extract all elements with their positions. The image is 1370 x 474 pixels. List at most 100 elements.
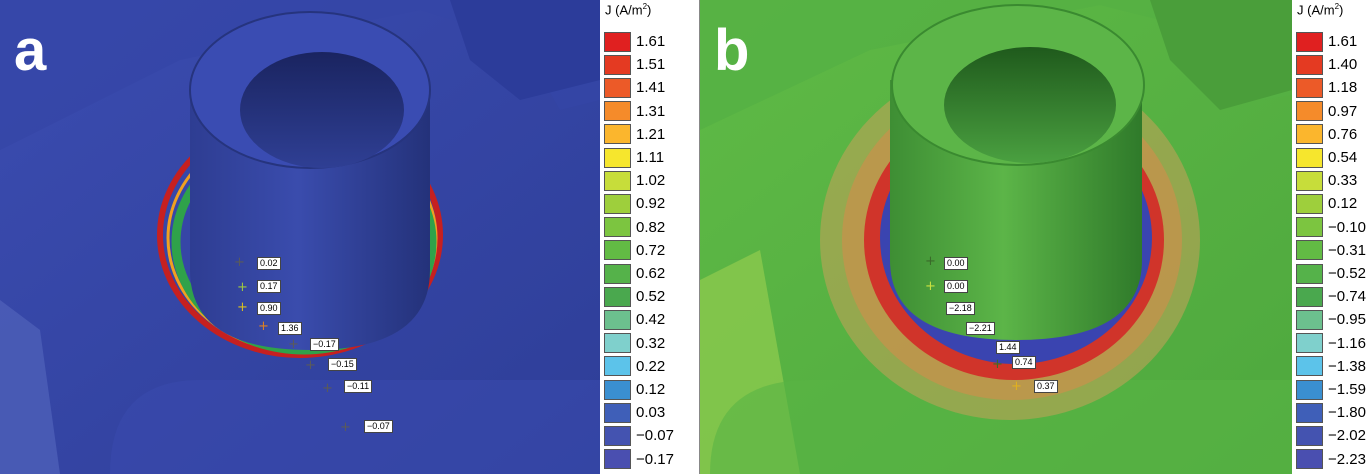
legend-entry: 0.82 [604,217,665,238]
legend-value: 0.32 [636,334,666,352]
legend-entry: 0.76 [1296,124,1357,145]
plate-notch [450,0,600,100]
legend-entry: −1.59 [1296,379,1366,400]
legend-entry: 0.62 [604,263,665,284]
legend-value: 0.52 [636,288,666,306]
probe-value-label: 0.02 [257,257,281,270]
legend-entry: −2.23 [1296,449,1366,470]
legend-value: −0.17 [636,450,674,468]
legend-swatch [604,170,631,191]
legend-swatch [1296,425,1323,446]
legend-value: 1.18 [1328,79,1358,97]
legend-swatch [1296,217,1323,238]
legend-value: 0.76 [1328,125,1358,143]
legend-entry: 0.72 [604,240,665,261]
legend-entry: −0.17 [604,449,674,470]
legend-entry: 0.42 [604,309,665,330]
legend-value: −0.31 [1328,241,1366,259]
legend-swatch [1296,124,1323,145]
legend-swatch [1296,379,1323,400]
legend-swatch [1296,309,1323,330]
legend-value: −0.07 [636,427,674,445]
legend-value: 0.03 [636,404,666,422]
legend-title: J (A/m2) [605,2,652,18]
probe-value-label: −2.18 [946,302,975,315]
legend-entry: 0.33 [1296,170,1357,191]
legend-value: 1.31 [636,102,666,120]
legend-entry: 0.97 [1296,101,1357,122]
legend-title: J (A/m2) [1297,2,1344,18]
legend-entry: −0.74 [1296,286,1366,307]
legend-value: 1.11 [636,149,665,166]
panel-a-scene [0,0,600,474]
legend-swatch [604,379,631,400]
legend-entry: 1.21 [604,124,665,145]
legend-swatch [1296,170,1323,191]
legend-swatch [1296,147,1323,168]
probe-marker: + [1011,379,1022,394]
legend-entry: −2.02 [1296,425,1366,446]
legend-swatch [1296,263,1323,284]
plate-upper-face [700,0,1292,130]
legend-value: 0.12 [636,381,666,398]
probe-marker: + [992,357,1003,372]
probe-marker: + [258,319,269,334]
legend-entry: 1.11 [604,147,664,168]
legend-entry: 1.61 [1296,31,1357,52]
legend-value: −2.02 [1328,427,1366,445]
probe-marker: + [237,300,248,315]
legend-swatch [1296,356,1323,377]
legend-value: −0.74 [1328,288,1366,306]
legend-swatch [604,193,631,214]
plate-lower-step [110,380,600,474]
probe-value-label: 0.37 [1034,380,1058,393]
panel-label-b: b [714,18,750,83]
legend-value: 1.61 [1328,33,1358,50]
legend-swatch [604,77,631,98]
legend-value: 0.22 [636,357,666,375]
legend-value: −1.38 [1328,357,1366,375]
legend-value: 1.21 [636,125,666,143]
legend-entry: 0.03 [604,402,665,423]
legend-swatch [1296,31,1323,52]
legend-value: 0.12 [1328,195,1358,213]
probe-marker: + [234,255,245,270]
legend-entry: 1.51 [604,54,665,75]
legend-swatch [1296,286,1323,307]
probe-value-label: 0.00 [944,280,968,293]
legend-value: 0.54 [1328,149,1358,166]
legend-value: 0.42 [636,311,666,329]
legend-value: 1.40 [1328,56,1358,74]
probe-value-label: 1.44 [996,341,1020,354]
legend-swatch [1296,449,1323,470]
legend-value: 1.61 [636,33,666,50]
legend-swatch [604,333,631,354]
legend-swatch [604,54,631,75]
plate-upper-face [0,0,600,150]
probe-value-label: 0.90 [257,302,281,315]
legend-entry: −0.95 [1296,309,1366,330]
color-legend-b: J (A/m2) 1.61 1.40 1.18 0.97 0.76 0.54 0.33 0.1… [1292,0,1370,474]
legend-swatch [1296,101,1323,122]
legend-value: 0.33 [1328,172,1358,190]
legend-value: −1.16 [1328,334,1366,352]
legend-entry: 1.61 [604,31,665,52]
plate-notch [1150,0,1292,110]
legend-entry: −1.16 [1296,333,1366,354]
legend-value: 1.02 [636,172,666,190]
legend-value: −0.95 [1328,311,1366,329]
legend-swatch [1296,77,1323,98]
probe-marker: + [288,337,299,352]
probe-value-label: 0.74 [1012,356,1036,369]
legend-entry: 1.18 [1296,77,1357,98]
probe-value-label: −0.17 [310,338,339,351]
legend-entry: −0.10 [1296,217,1366,238]
panel-b-scene [700,0,1292,474]
probe-value-label: −0.15 [328,358,357,371]
legend-swatch [1296,193,1323,214]
legend-swatch [1296,333,1323,354]
legend-value: 0.62 [636,265,666,282]
legend-entry: −0.07 [604,425,674,446]
legend-entry: 0.12 [1296,193,1357,214]
probe-value-label: 0.17 [257,280,281,293]
